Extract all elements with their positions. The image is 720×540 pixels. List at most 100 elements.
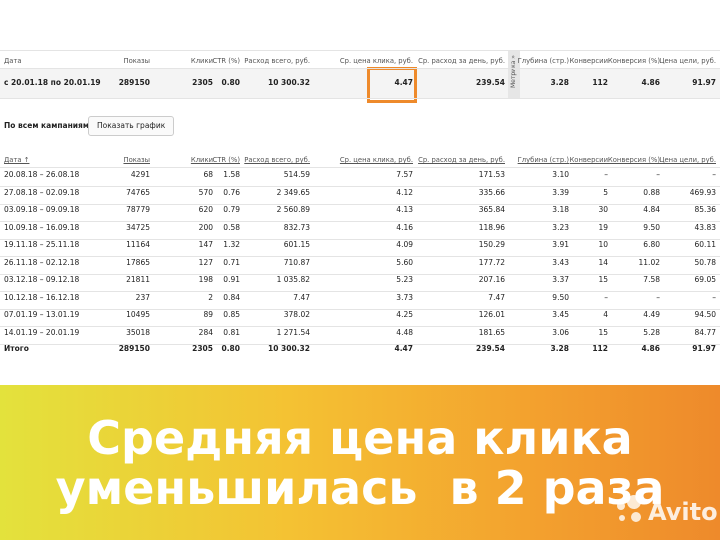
summary-header: Расход всего, руб. xyxy=(244,57,310,65)
table-cell: 3.73 xyxy=(396,293,413,302)
column-header[interactable]: Конверсии xyxy=(569,156,608,164)
table-cell: – xyxy=(656,170,660,179)
row-separator xyxy=(0,167,720,168)
summary-header: Дата xyxy=(4,57,22,65)
table-cell: 0.79 xyxy=(223,205,240,214)
summary-cell: 0.80 xyxy=(221,78,240,87)
table-cell: 601.15 xyxy=(283,240,310,249)
row-separator xyxy=(0,274,720,275)
campaign-label: По всем кампаниям xyxy=(4,121,89,130)
total-cell: 239.54 xyxy=(476,344,505,353)
column-header[interactable]: Показы xyxy=(123,156,150,164)
total-cell: 289150 xyxy=(118,344,150,353)
total-cell: 112 xyxy=(592,344,608,353)
total-cell: 0.80 xyxy=(221,344,240,353)
table-cell: 1.32 xyxy=(223,240,240,249)
table-cell: 378.02 xyxy=(283,310,310,319)
table-cell: 10.12.18 – 16.12.18 xyxy=(4,293,80,302)
table-cell: 9.50 xyxy=(552,293,569,302)
table-cell: 26.11.18 – 02.12.18 xyxy=(4,258,80,267)
summary-cell: 2305 xyxy=(192,78,213,87)
table-cell: 2 349.65 xyxy=(276,188,310,197)
table-cell: 710.87 xyxy=(283,258,310,267)
table-cell: 118.96 xyxy=(478,223,505,232)
table-cell: 9.50 xyxy=(643,223,660,232)
table-cell: 3.45 xyxy=(552,310,569,319)
summary-cell: 4.86 xyxy=(641,78,660,87)
table-cell: 35018 xyxy=(126,328,150,337)
watermark: Avito xyxy=(648,498,718,526)
column-header[interactable]: CTR (%) xyxy=(212,156,240,164)
table-cell: 85.36 xyxy=(694,205,716,214)
column-header[interactable]: Конверсия (%) xyxy=(607,156,660,164)
total-cell: 2305 xyxy=(192,344,213,353)
summary-header: Показы xyxy=(123,57,150,65)
summary-cell: 10 300.32 xyxy=(268,78,310,87)
table-cell: 78779 xyxy=(126,205,150,214)
table-cell: 19 xyxy=(598,223,608,232)
summary-header: Ср. расход за день, руб. xyxy=(418,57,505,65)
table-cell: 1 035.82 xyxy=(276,275,310,284)
show-chart-button[interactable]: Показать график xyxy=(88,116,175,136)
table-cell: 7.47 xyxy=(293,293,310,302)
table-cell: 127 xyxy=(198,258,213,267)
summary-header: Ср. цена клика, руб. xyxy=(339,57,413,65)
total-cell: 4.47 xyxy=(394,344,413,353)
summary-cell: 239.54 xyxy=(476,78,505,87)
table-cell: – xyxy=(604,170,608,179)
table-cell: 4.49 xyxy=(643,310,660,319)
total-cell: Итого xyxy=(4,344,29,353)
table-cell: 0.91 xyxy=(223,275,240,284)
table-cell: 3.06 xyxy=(552,328,569,337)
column-header[interactable]: Ср. цена клика, руб. xyxy=(339,156,413,164)
table-cell: 34725 xyxy=(126,223,150,232)
table-cell: 7.58 xyxy=(643,275,660,284)
total-cell: 3.28 xyxy=(550,344,569,353)
column-header[interactable]: Дата ↑ xyxy=(4,156,30,164)
table-cell: 14.01.19 – 20.01.19 xyxy=(4,328,80,337)
row-separator xyxy=(0,256,720,257)
table-cell: 200 xyxy=(198,223,213,232)
column-header[interactable]: Глубина (стр.) xyxy=(517,156,569,164)
table-cell: 10.09.18 – 16.09.18 xyxy=(4,223,80,232)
table-cell: 10495 xyxy=(126,310,150,319)
table-cell: 3.43 xyxy=(552,258,569,267)
table-cell: 4.12 xyxy=(396,188,413,197)
column-header[interactable]: Клики xyxy=(190,156,213,164)
table-cell: 03.09.18 – 09.09.18 xyxy=(4,205,80,214)
column-header[interactable]: Цена цели, руб. xyxy=(659,156,716,164)
summary-cell: 289150 xyxy=(118,78,150,87)
table-cell: 5.60 xyxy=(396,258,413,267)
table-cell: 4 xyxy=(603,310,608,319)
table-cell: 4291 xyxy=(130,170,150,179)
table-cell: 570 xyxy=(198,188,213,197)
table-cell: – xyxy=(656,293,660,302)
table-cell: 69.05 xyxy=(694,275,716,284)
table-cell: 68 xyxy=(203,170,213,179)
table-cell: 0.81 xyxy=(223,328,240,337)
column-header[interactable]: Расход всего, руб. xyxy=(244,156,310,164)
metric-column xyxy=(508,50,520,98)
table-cell: 43.83 xyxy=(694,223,716,232)
total-cell: 4.86 xyxy=(641,344,660,353)
row-separator xyxy=(0,326,720,327)
table-cell: 3.37 xyxy=(552,275,569,284)
table-cell: 84.77 xyxy=(694,328,716,337)
table-cell: 07.01.19 – 13.01.19 xyxy=(4,310,80,319)
row-separator xyxy=(0,186,720,187)
table-cell: 21811 xyxy=(126,275,150,284)
summary-header: Клики xyxy=(190,57,213,65)
table-cell: 74765 xyxy=(126,188,150,197)
table-cell: 3.91 xyxy=(552,240,569,249)
column-header[interactable]: Ср. расход за день, руб. xyxy=(418,156,505,164)
table-cell: 17865 xyxy=(126,258,150,267)
table-cell: 5.28 xyxy=(643,328,660,337)
row-separator xyxy=(0,50,720,51)
summary-cell: 4.47 xyxy=(394,78,413,87)
table-cell: 4.25 xyxy=(396,310,413,319)
total-cell: 10 300.32 xyxy=(268,344,310,353)
table-cell: 19.11.18 – 25.11.18 xyxy=(4,240,80,249)
table-cell: 4.16 xyxy=(396,223,413,232)
table-cell: 4.09 xyxy=(396,240,413,249)
table-cell: 207.16 xyxy=(478,275,505,284)
